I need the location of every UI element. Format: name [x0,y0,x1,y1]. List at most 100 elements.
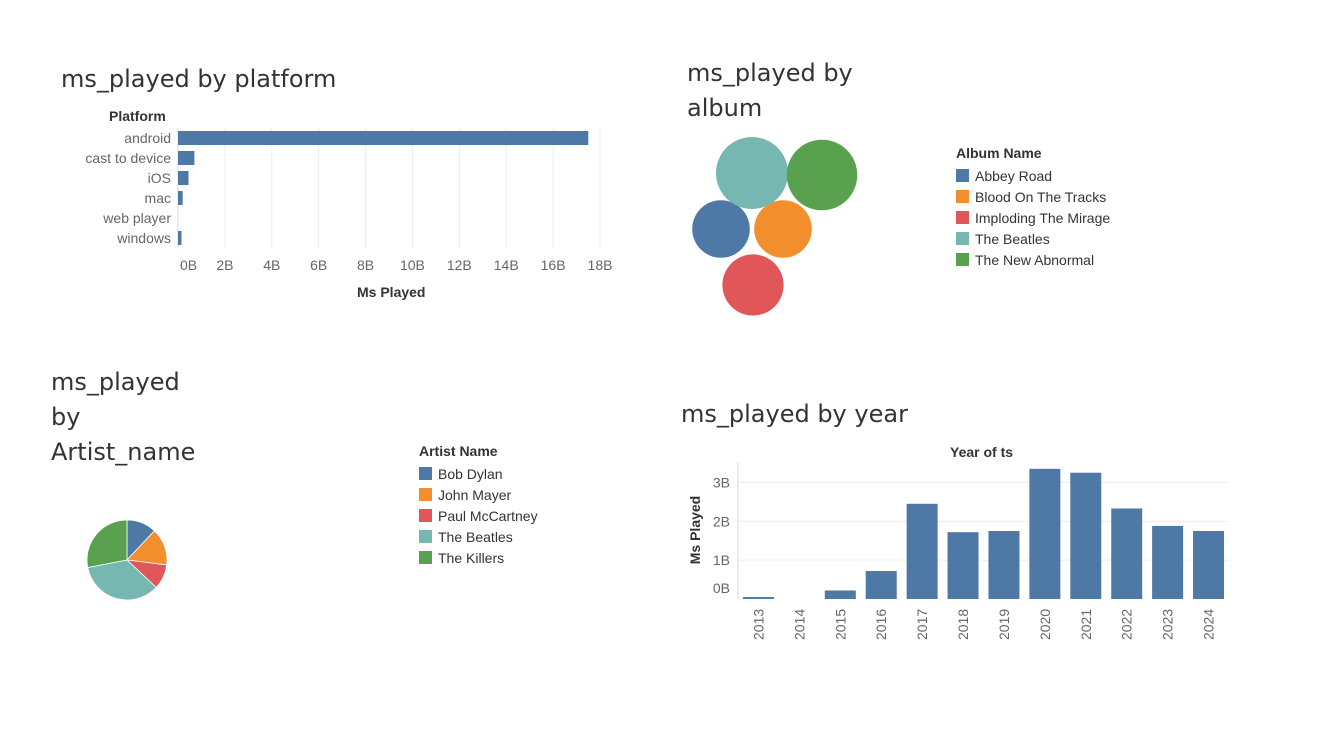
artist-legend-swatch [419,509,432,522]
artist-legend-swatch [419,551,432,564]
platform-chart-title: ms_played by platform [61,65,337,93]
year-bar [865,571,897,599]
artist-chart-title: ms_played by Artist_name [51,368,196,466]
album-legend-label: The Beatles [975,230,1050,247]
year-x-tick-label: 2013 [750,609,766,640]
platform-bar-chart: 0B 2B 4B 6B 8B 10B 12B 14B 16B 18B android cast to … [85,128,613,273]
album-bubble [786,139,858,211]
album-legend-item[interactable]: Blood On The Tracks [956,186,1110,207]
year-bar [988,531,1020,599]
platform-bar [178,171,189,185]
year-bar [824,590,856,599]
platform-bar [178,151,195,165]
platform-row-header: Platform [109,108,166,124]
year-x-tick-label: 2014 [791,609,807,640]
album-legend-label: The New Abnormal [975,251,1095,268]
artist-legend-swatch [419,467,432,480]
artist-pie-chart [86,519,168,601]
artist-legend-label: The Beatles [438,528,513,545]
platform-x-tick-label: 2B [216,257,233,273]
year-x-tick-label: 2021 [1078,609,1094,640]
artist-legend-label: Bob Dylan [438,465,503,482]
platform-x-tick-label: 4B [263,257,280,273]
artist-pie-slice [87,559,157,601]
year-x-tick-label: 2024 [1201,609,1217,640]
platform-x-tick-label: 10B [400,257,425,273]
album-legend: Album Name Abbey Road Blood On The Tracks… [956,145,1110,270]
album-legend-label: Abbey Road [975,167,1053,184]
platform-category-label: iOS [148,170,171,186]
album-bubble-chart [692,137,858,316]
album-legend-swatch [956,253,969,266]
year-x-tick-label: 2020 [1037,609,1053,640]
year-bar [1193,531,1225,599]
album-legend-item[interactable]: The New Abnormal [956,249,1110,270]
year-x-tick-label: 2017 [914,609,930,640]
artist-pie-slice [86,519,128,568]
year-bar [1070,472,1102,599]
platform-x-tick-label: 12B [447,257,472,273]
platform-x-tick-label: 14B [494,257,519,273]
year-column-header: Year of ts [950,444,1014,460]
album-legend-item[interactable]: Abbey Road [956,165,1110,186]
year-chart-title: ms_played by year [681,400,908,428]
year-bar-chart: 0B 1B 2B 3B Ms Played 2013 2014 2015 2016 2017 201… [687,463,1229,640]
year-y-tick-label: 2B [713,513,730,529]
year-bar [947,532,979,599]
artist-legend-swatch [419,488,432,501]
platform-x-tick-label: 6B [310,257,327,273]
year-bar [1111,508,1143,599]
album-legend-title: Album Name [956,145,1042,161]
year-bar [1029,468,1061,599]
platform-category-label: cast to device [85,150,171,166]
album-legend-swatch [956,211,969,224]
artist-legend-label: Paul McCartney [438,507,538,524]
artist-legend-swatch [419,530,432,543]
artist-legend: Artist Name Bob Dylan John Mayer Paul McCa… [419,443,538,568]
year-x-tick-label: 2018 [955,609,971,640]
artist-legend-item[interactable]: The Killers [419,547,538,568]
album-bubble [692,200,750,258]
year-x-tick-label: 2015 [832,609,848,640]
year-x-tick-label: 2016 [873,609,889,640]
platform-x-tick-label: 18B [588,257,613,273]
artist-legend-item[interactable]: Bob Dylan [419,463,538,484]
artist-legend-label: The Killers [438,549,505,566]
year-x-tick-label: 2019 [996,609,1012,640]
platform-category-label: windows [116,230,171,246]
album-legend-item[interactable]: Imploding The Mirage [956,207,1110,228]
year-bar [906,503,938,599]
album-bubble [722,254,784,316]
album-chart-title: ms_played by album [687,59,853,122]
platform-x-tick-label: 8B [357,257,374,273]
album-legend-label: Imploding The Mirage [975,209,1111,226]
platform-x-tick-label: 16B [541,257,566,273]
platform-bar [178,131,589,145]
platform-x-axis-label: Ms Played [357,284,426,300]
year-x-tick-label: 2023 [1160,609,1176,640]
artist-legend-item[interactable]: John Mayer [419,484,538,505]
album-legend-item[interactable]: The Beatles [956,228,1110,249]
album-legend-swatch [956,232,969,245]
year-y-tick-label: 3B [713,474,730,490]
album-legend-swatch [956,169,969,182]
year-y-axis-label: Ms Played [687,496,703,564]
platform-x-tick-label: 0B [180,257,197,273]
platform-category-label: web player [102,210,171,226]
year-bar [1152,525,1184,599]
artist-legend-item[interactable]: Paul McCartney [419,505,538,526]
artist-legend-label: John Mayer [438,486,512,503]
platform-bar [178,191,183,205]
platform-bar [178,231,182,245]
year-x-tick-label: 2022 [1119,609,1135,640]
platform-category-label: mac [145,190,171,206]
album-legend-label: Blood On The Tracks [975,188,1107,205]
album-legend-swatch [956,190,969,203]
album-bubble [754,200,812,258]
artist-legend-item[interactable]: The Beatles [419,526,538,547]
year-y-tick-label: 1B [713,552,730,568]
year-y-tick-label: 0B [713,580,730,596]
album-bubble [716,137,788,209]
platform-category-label: android [124,130,171,146]
year-bar [742,597,774,599]
